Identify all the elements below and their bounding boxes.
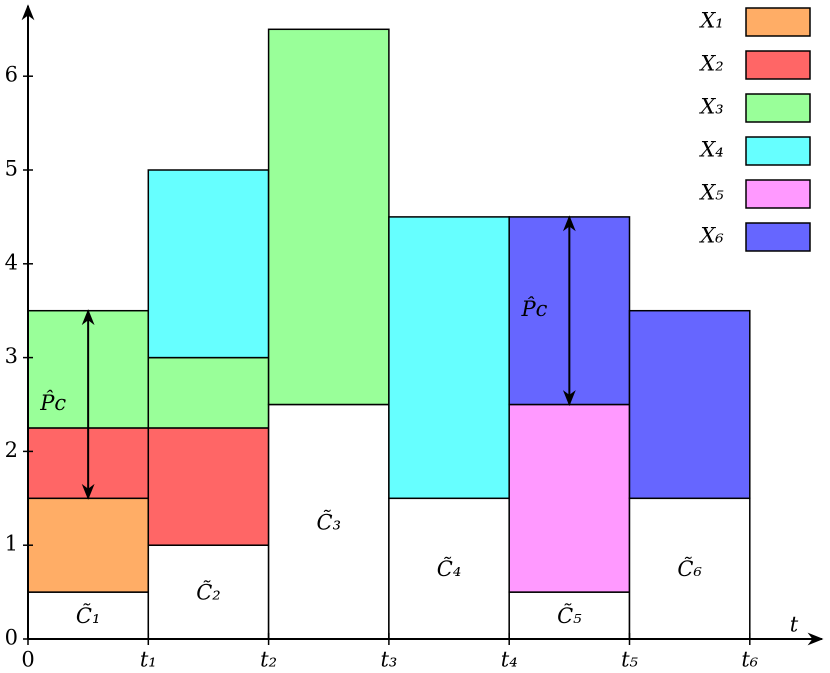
base-label: C̃₂ xyxy=(196,581,221,605)
base-segment xyxy=(147,544,270,640)
x-tick-label: t₆ xyxy=(741,648,758,672)
base-segment xyxy=(27,591,150,640)
annotation-label: P̂c xyxy=(520,297,547,321)
x-tick-label: t₄ xyxy=(501,648,518,672)
legend-swatch xyxy=(745,136,811,166)
segment xyxy=(388,216,510,500)
legend-swatch xyxy=(745,7,811,37)
base-label: C̃₅ xyxy=(557,604,582,628)
y-tick-label: 0 xyxy=(5,626,18,650)
legend-swatch xyxy=(745,222,811,252)
legend-swatch xyxy=(745,93,811,123)
x-axis-label: t xyxy=(790,613,799,637)
y-tick-label: 4 xyxy=(5,250,18,274)
x-tick-label: t₂ xyxy=(260,648,277,672)
y-tick-label: 2 xyxy=(5,438,18,462)
segment xyxy=(628,309,751,500)
legend-label: X₁ xyxy=(698,9,723,33)
x-tick-label: t₃ xyxy=(380,648,397,672)
legend-label: X₆ xyxy=(698,224,724,248)
base-label: C̃₃ xyxy=(317,510,342,534)
y-tick-label: 5 xyxy=(5,157,18,181)
legend-swatch xyxy=(745,50,811,80)
segment xyxy=(147,356,270,429)
segment xyxy=(27,497,150,593)
segment xyxy=(147,427,270,546)
base-label: C̃₄ xyxy=(437,557,462,581)
y-tick-label: 6 xyxy=(5,63,18,87)
legend-swatch xyxy=(745,179,811,209)
base-label: C̃₆ xyxy=(677,557,702,581)
base-segment xyxy=(267,403,390,640)
y-tick-label: 1 xyxy=(5,532,18,556)
legend-label: X₂ xyxy=(698,52,723,76)
legend-label: X₃ xyxy=(698,95,723,119)
segment xyxy=(267,28,390,406)
legend-label: X₄ xyxy=(698,138,723,162)
x-tick-label: 0 xyxy=(21,648,34,672)
legend-label: X₅ xyxy=(698,181,724,205)
y-tick-label: 3 xyxy=(5,344,18,368)
annotation-label: P̂c xyxy=(39,391,66,415)
base-label: C̃₁ xyxy=(76,604,101,628)
x-tick-label: t₅ xyxy=(621,648,638,672)
segment xyxy=(147,169,270,359)
x-tick-label: t₁ xyxy=(140,648,157,672)
segment xyxy=(508,403,631,593)
base-segment xyxy=(388,497,510,640)
